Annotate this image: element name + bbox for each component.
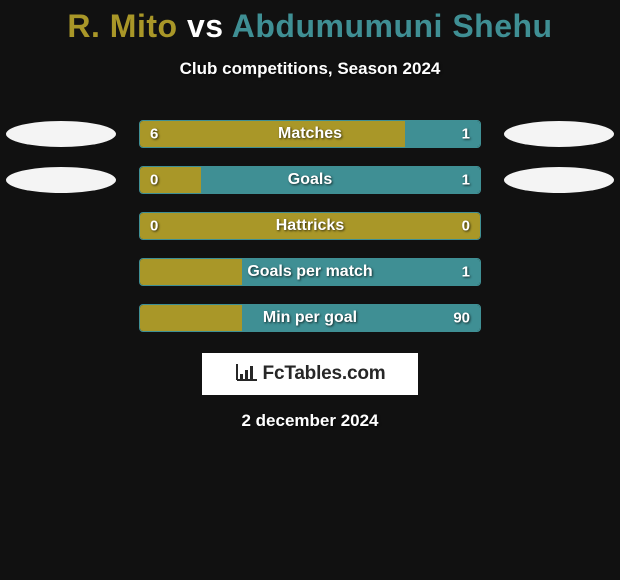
player2-ellipse bbox=[504, 121, 614, 147]
bar-left-fill bbox=[140, 259, 242, 285]
stat-row: Min per goal90 bbox=[0, 295, 620, 341]
bar-left-fill bbox=[140, 305, 242, 331]
bar-right-fill bbox=[242, 259, 480, 285]
page-title: R. Mito vs Abdumumuni Shehu bbox=[0, 0, 620, 45]
date-text: 2 december 2024 bbox=[0, 411, 620, 431]
stat-value-left: 0 bbox=[150, 218, 158, 235]
player1-ellipse bbox=[6, 167, 116, 193]
bar-right-fill bbox=[242, 305, 480, 331]
stat-value-right: 1 bbox=[462, 172, 470, 189]
stat-value-left: 6 bbox=[150, 126, 158, 143]
bar-left-fill bbox=[140, 213, 480, 239]
player2-slot bbox=[499, 121, 619, 147]
stat-value-right: 0 bbox=[462, 218, 470, 235]
stat-value-right: 90 bbox=[453, 310, 470, 327]
title-vs: vs bbox=[187, 8, 224, 44]
stat-value-right: 1 bbox=[462, 264, 470, 281]
stat-row: Goals01 bbox=[0, 157, 620, 203]
stat-bar: Goals per match1 bbox=[139, 258, 481, 286]
stat-value-left: 0 bbox=[150, 172, 158, 189]
player1-ellipse bbox=[6, 121, 116, 147]
player1-slot bbox=[1, 121, 121, 147]
stat-bar: Matches61 bbox=[139, 120, 481, 148]
stat-row: Hattricks00 bbox=[0, 203, 620, 249]
stat-value-right: 1 bbox=[462, 126, 470, 143]
stat-bar: Goals01 bbox=[139, 166, 481, 194]
title-player1: R. Mito bbox=[67, 8, 177, 44]
bar-right-fill bbox=[201, 167, 480, 193]
stat-bar: Hattricks00 bbox=[139, 212, 481, 240]
player2-ellipse bbox=[504, 167, 614, 193]
stat-row: Goals per match1 bbox=[0, 249, 620, 295]
stat-row: Matches61 bbox=[0, 111, 620, 157]
bar-chart-icon bbox=[235, 362, 259, 387]
title-player2: Abdumumuni Shehu bbox=[232, 8, 553, 44]
logo[interactable]: FcTables.com bbox=[202, 353, 418, 395]
bar-left-fill bbox=[140, 121, 405, 147]
comparison-chart: Matches61Goals01Hattricks00Goals per mat… bbox=[0, 111, 620, 341]
logo-text: FcTables.com bbox=[263, 363, 386, 385]
player2-slot bbox=[499, 167, 619, 193]
stat-bar: Min per goal90 bbox=[139, 304, 481, 332]
player1-slot bbox=[1, 167, 121, 193]
subtitle: Club competitions, Season 2024 bbox=[0, 59, 620, 79]
